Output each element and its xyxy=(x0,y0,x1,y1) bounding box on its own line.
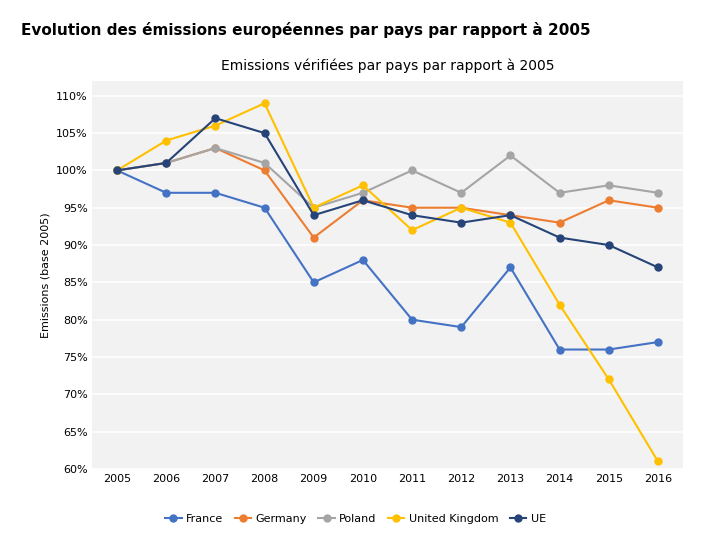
Poland xyxy=(555,190,564,196)
Text: Evolution des émissions européennes par pays par rapport à 2005: Evolution des émissions européennes par … xyxy=(21,22,591,38)
United Kingdom xyxy=(408,227,417,233)
Poland xyxy=(653,190,662,196)
France xyxy=(309,279,318,286)
France xyxy=(211,190,220,196)
UE xyxy=(457,219,466,226)
United Kingdom xyxy=(457,204,466,211)
United Kingdom xyxy=(604,376,613,383)
France xyxy=(457,324,466,330)
Line: UE: UE xyxy=(114,115,661,271)
Poland xyxy=(309,204,318,211)
United Kingdom xyxy=(113,167,122,174)
Title: Emissions vérifiées par pays par rapport à 2005: Emissions vérifiées par pays par rapport… xyxy=(220,58,555,73)
France xyxy=(555,346,564,353)
Germany xyxy=(260,167,269,174)
United Kingdom xyxy=(309,204,318,211)
Line: United Kingdom: United Kingdom xyxy=(114,100,661,465)
Germany xyxy=(604,197,613,204)
France xyxy=(604,346,613,353)
UE xyxy=(653,264,662,271)
UE xyxy=(260,130,269,136)
France xyxy=(506,264,515,271)
United Kingdom xyxy=(653,458,662,465)
Germany xyxy=(457,204,466,211)
UE xyxy=(506,212,515,218)
France xyxy=(162,190,171,196)
Germany xyxy=(653,204,662,211)
Poland xyxy=(358,190,367,196)
Germany xyxy=(211,145,220,151)
Line: Poland: Poland xyxy=(114,144,661,211)
United Kingdom xyxy=(260,100,269,107)
Germany xyxy=(358,197,367,204)
Germany xyxy=(555,219,564,226)
Germany xyxy=(408,204,417,211)
Line: Germany: Germany xyxy=(114,144,661,241)
UE xyxy=(555,234,564,241)
Legend: France, Germany, Poland, United Kingdom, UE: France, Germany, Poland, United Kingdom,… xyxy=(161,509,550,528)
UE xyxy=(309,212,318,218)
Poland xyxy=(457,190,466,196)
France xyxy=(653,339,662,345)
France xyxy=(358,257,367,263)
UE xyxy=(604,242,613,248)
Line: France: France xyxy=(114,167,661,353)
United Kingdom xyxy=(211,122,220,129)
Y-axis label: Emissions (base 2005): Emissions (base 2005) xyxy=(41,212,50,338)
Poland xyxy=(408,167,417,174)
France xyxy=(408,316,417,323)
Germany xyxy=(506,212,515,218)
Poland xyxy=(162,160,171,166)
UE xyxy=(408,212,417,218)
Germany xyxy=(309,234,318,241)
UE xyxy=(162,160,171,166)
Poland xyxy=(211,145,220,151)
Poland xyxy=(604,182,613,189)
United Kingdom xyxy=(162,137,171,144)
United Kingdom xyxy=(506,219,515,226)
Germany xyxy=(113,167,122,174)
France xyxy=(113,167,122,174)
France xyxy=(260,204,269,211)
Poland xyxy=(506,152,515,158)
United Kingdom xyxy=(555,301,564,308)
UE xyxy=(211,115,220,121)
UE xyxy=(358,197,367,204)
United Kingdom xyxy=(358,182,367,189)
Poland xyxy=(260,160,269,166)
Germany xyxy=(162,160,171,166)
Poland xyxy=(113,167,122,174)
UE xyxy=(113,167,122,174)
